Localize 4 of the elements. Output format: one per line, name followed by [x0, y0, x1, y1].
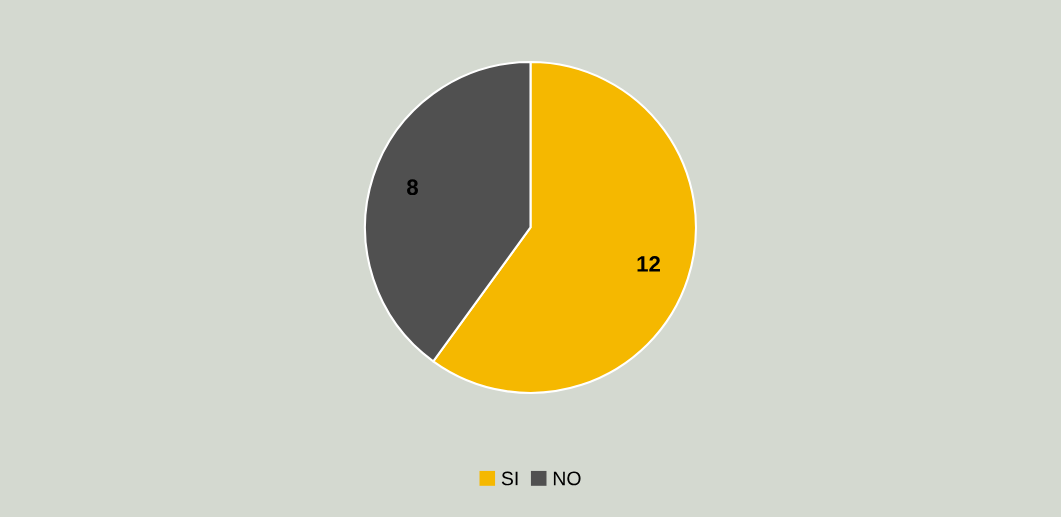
legend-label: SI [501, 471, 518, 486]
data-label: 8 [407, 179, 418, 196]
data-label: 12 [637, 256, 660, 272]
legend-label: NO [553, 471, 581, 486]
